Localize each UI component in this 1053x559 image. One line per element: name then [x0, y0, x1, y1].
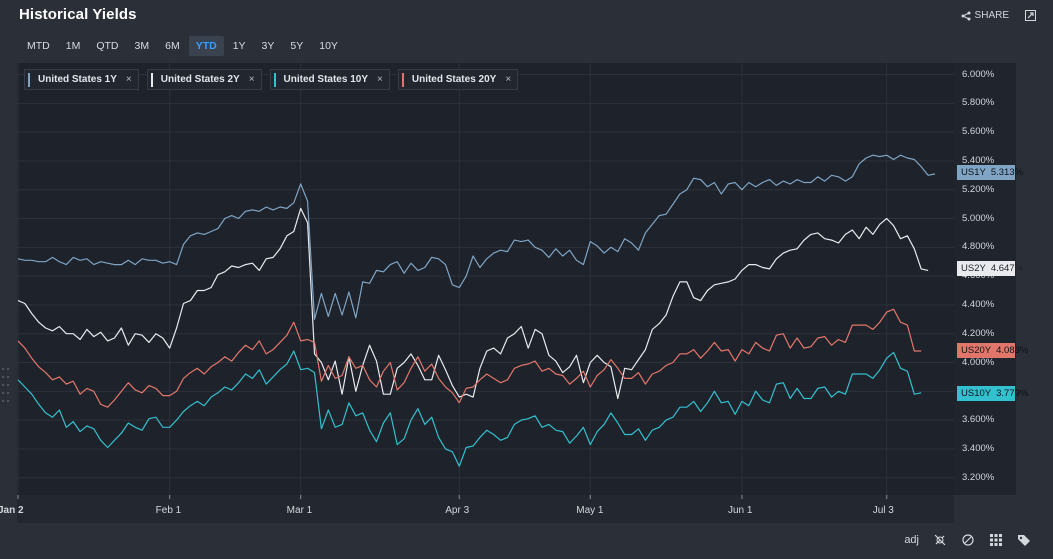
range-3y-button[interactable]: 3Y [261, 40, 275, 52]
series-line-us10y[interactable] [17, 350, 922, 467]
x-tick-label: Feb 1 [155, 505, 182, 516]
y-axis [954, 63, 1016, 495]
range-6m-button[interactable]: 6M [165, 40, 180, 52]
expand-icon[interactable] [1025, 10, 1036, 21]
range-qtd-button[interactable]: QTD [96, 40, 119, 52]
y-tick-label: 3.200% [962, 471, 995, 483]
grid-icon[interactable] [989, 533, 1003, 547]
x-tick-label: Jan 2 [0, 505, 24, 516]
range-selector: MTD 1M QTD 3M 6M YTD 1Y 3Y 5Y 10Y [20, 36, 347, 56]
y-tick-label: 3.400% [962, 442, 995, 454]
series-line-us1y[interactable] [17, 154, 936, 320]
legend-swatch [28, 72, 30, 87]
y-tick-label: 5.000% [962, 212, 995, 224]
series-line-us2y[interactable] [17, 207, 929, 400]
legend-label: United States 2Y [160, 74, 240, 85]
legend: United States 1Y × United States 2Y × United… [24, 69, 519, 90]
legend-label: United States 1Y [38, 74, 117, 85]
y-tick-label: 4.000% [962, 356, 995, 368]
range-1y-button[interactable]: 1Y [232, 40, 246, 52]
remove-series-icon[interactable]: × [505, 74, 512, 85]
y-tick-label: 5.400% [962, 154, 995, 166]
last-value-tag-us10y: US10Y 3.779% [957, 386, 1028, 402]
range-ytd-button[interactable]: YTD [188, 36, 224, 56]
range-10y-button[interactable]: 10Y [319, 40, 338, 52]
y-tick-label: 5.800% [962, 97, 995, 109]
series-line-us20y[interactable] [17, 308, 922, 408]
tag-value: 5.313% [990, 167, 1024, 179]
range-1m-button[interactable]: 1M [65, 40, 81, 52]
range-mtd-button[interactable]: MTD [27, 40, 50, 52]
legend-swatch [150, 72, 153, 87]
legend-item-us2y[interactable]: United States 2Y × [146, 69, 262, 90]
y-tick-label: 4.200% [962, 327, 995, 339]
tag-name: US10Y [961, 388, 992, 400]
y-tick-label: 3.600% [962, 414, 995, 426]
x-tick-label: Mar 1 [286, 505, 313, 516]
remove-series-icon[interactable]: × [377, 74, 383, 85]
legend-item-us10y[interactable]: United States 10Y × [269, 69, 390, 90]
last-value-tag-us20y: US20Y 4.083% [957, 342, 1028, 358]
legend-item-us1y[interactable]: United States 1Y × [24, 69, 139, 90]
last-value-tag-us2y: US2Y 4.647% [957, 261, 1023, 277]
crosshair-off-icon[interactable] [933, 533, 947, 547]
y-tick-label: 5.600% [962, 126, 995, 138]
x-tick-label: Apr 3 [445, 505, 470, 516]
y-tick-label: 4.400% [962, 298, 995, 310]
tag-name: US20Y [961, 344, 992, 356]
tag-name: US1Y [961, 167, 986, 179]
x-axis [17, 495, 954, 523]
x-tick-label: Jul 3 [872, 505, 894, 516]
x-tick-label: Jun 1 [727, 505, 753, 516]
share-button[interactable]: SHARE [961, 10, 1009, 21]
y-tick-label: 4.800% [962, 241, 995, 253]
range-5y-button[interactable]: 5Y [290, 40, 304, 52]
legend-swatch [273, 72, 276, 87]
last-value-tag-us1y: US1Y 5.313% [957, 165, 1023, 181]
drag-handle-icon[interactable] [0, 365, 14, 445]
legend-item-us20y[interactable]: United States 20Y × [397, 69, 519, 90]
panel-title: Historical Yields [19, 6, 137, 23]
adj-toggle[interactable]: adj [904, 534, 919, 546]
y-tick-label: 6.000% [962, 68, 995, 80]
legend-label: United States 10Y [283, 74, 369, 85]
drawing-tool-icon[interactable] [961, 533, 975, 547]
chart-toolbar: adj [904, 533, 1031, 547]
x-tick-label: May 1 [576, 505, 604, 516]
tag-value: 4.647% [990, 263, 1024, 275]
legend-swatch [401, 72, 404, 87]
tag-name: US2Y [961, 263, 986, 275]
range-3m-button[interactable]: 3M [134, 40, 150, 52]
tag-icon[interactable] [1017, 533, 1031, 547]
y-tick-label: 5.200% [962, 183, 995, 195]
remove-series-icon[interactable]: × [248, 74, 255, 85]
panel-header: Historical Yields SHARE [0, 0, 1053, 32]
remove-series-icon[interactable]: × [125, 74, 132, 85]
legend-label: United States 20Y [411, 74, 497, 85]
tag-value: 4.083% [996, 344, 1029, 356]
share-icon [961, 11, 971, 20]
share-label: SHARE [974, 10, 1009, 21]
tag-value: 3.779% [996, 388, 1029, 400]
